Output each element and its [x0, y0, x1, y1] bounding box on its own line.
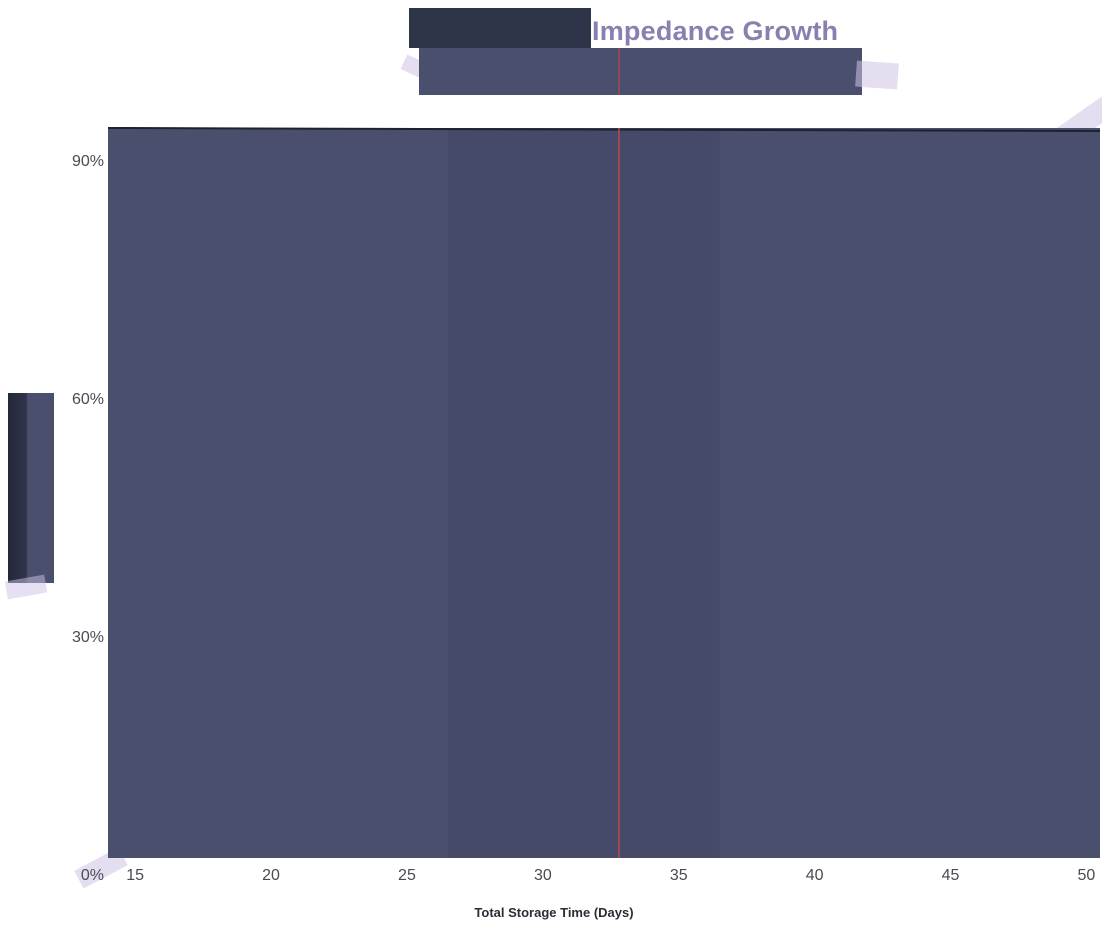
y-tick-label: 60%: [72, 391, 104, 408]
area-top-edge: [107, 127, 1101, 132]
filled-area: [108, 128, 1100, 858]
x-tick-label: 25: [398, 867, 416, 884]
x-tick-label: 40: [806, 867, 824, 884]
title-redaction-top: [409, 8, 591, 48]
x-tick-label: 30: [534, 867, 552, 884]
plot-area: [107, 127, 1101, 858]
chart-title: Impedance Growth: [592, 16, 839, 46]
scan-band: [447, 128, 720, 858]
y-tick-label: 90%: [72, 153, 104, 170]
y-tick-label: 30%: [72, 629, 104, 646]
y-axis-label-redaction: [8, 393, 54, 583]
x-tick-label: 45: [942, 867, 960, 884]
x-tick-label: 20: [262, 867, 280, 884]
x-tick-label: 35: [670, 867, 688, 884]
y-tick-label: 0%: [81, 867, 104, 884]
y-axis-ticks: 0% 30% 60% 90%: [72, 153, 104, 884]
x-axis-label: Total Storage Time (Days): [474, 905, 633, 920]
x-tick-label: 15: [126, 867, 144, 884]
x-tick-label: 50: [1078, 867, 1096, 884]
x-axis-ticks: 15 20 25 30 35 40 45 50: [126, 867, 1095, 884]
title-redaction-bottom: [419, 48, 862, 95]
